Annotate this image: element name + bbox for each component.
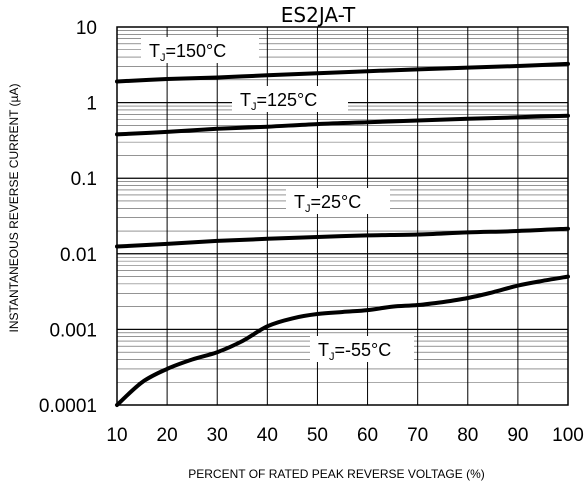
y-tick-label: 0.001 (49, 320, 97, 341)
y-axis-label: INSTANTANEOUS REVERSE CURRENT (µA) (7, 84, 21, 333)
series-line-0 (115, 61, 570, 84)
series-line-2 (115, 226, 570, 249)
y-tick-label: 0.1 (71, 169, 97, 190)
series-line-1 (115, 113, 570, 137)
x-tick-label: 10 (106, 425, 127, 446)
x-tick-label: 40 (257, 425, 278, 446)
series-label-1: TJ=125°C (240, 90, 317, 113)
y-tick-labels: 10 1 0.1 0.01 0.001 0.0001 (39, 18, 97, 417)
x-tick-label: 50 (307, 425, 328, 446)
y-tick-label: 0.0001 (39, 396, 97, 417)
series-label-2: TJ=25°C (294, 192, 361, 215)
y-tick-label: 1 (86, 94, 97, 115)
plot-frame (116, 26, 569, 406)
x-tick-label: 80 (457, 425, 478, 446)
y-tick-label: 10 (76, 18, 97, 39)
x-tick-label: 70 (407, 425, 428, 446)
series-label-0: TJ=150°C (149, 41, 226, 64)
chart-title: ES2JA-T (281, 3, 356, 27)
x-tick-label: 100 (552, 425, 584, 446)
series-label-bg (286, 188, 390, 214)
x-tick-label: 20 (157, 425, 178, 446)
x-tick-labels: 10 20 30 40 50 60 70 80 90 100 (106, 425, 583, 446)
series-label-bg (310, 336, 414, 362)
series-label-3: TJ=-55°C (318, 340, 391, 363)
series-line-3 (115, 274, 570, 407)
x-axis-label: PERCENT OF RATED PEAK REVERSE VOLTAGE (%… (188, 467, 485, 481)
series-lines (115, 61, 570, 407)
x-tick-label: 60 (357, 425, 378, 446)
series-label-bg (232, 86, 348, 112)
y-tick-label: 0.01 (60, 245, 97, 266)
x-tick-label: 90 (507, 425, 528, 446)
series-labels: TJ=150°C TJ=125°C TJ=25°C TJ=-55°C (141, 37, 414, 363)
x-tick-label: 30 (207, 425, 228, 446)
series-label-bg (141, 37, 259, 63)
